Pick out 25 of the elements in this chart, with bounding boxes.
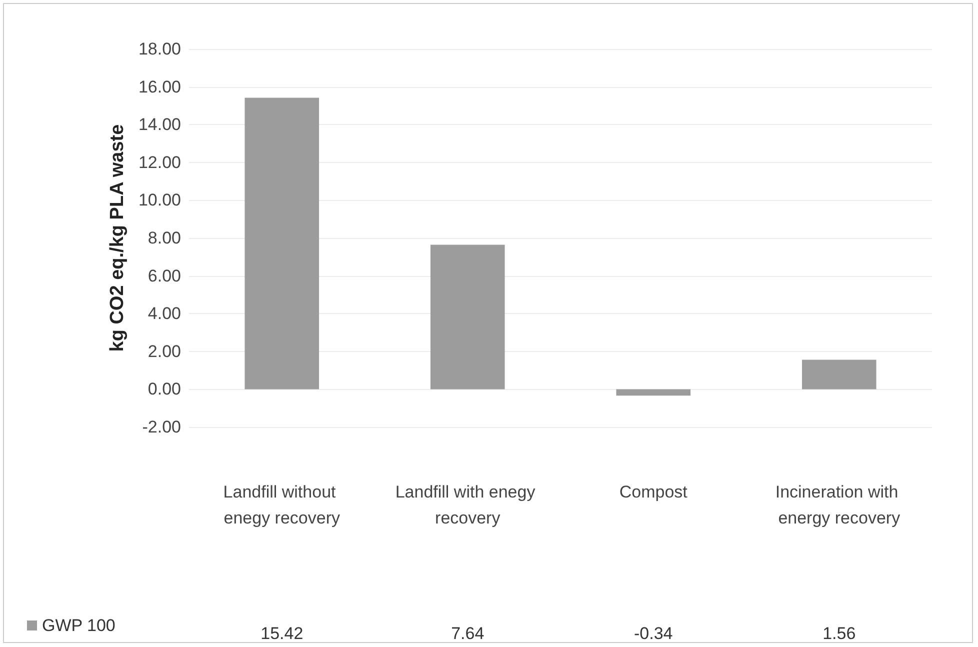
y-tick-label: 16.00	[138, 77, 181, 96]
x-tick-label: Compost	[619, 482, 688, 502]
x-tick-label: Incineration with energy recovery	[775, 482, 903, 528]
legend-label: GWP 100	[42, 616, 116, 635]
y-tick-label: -2.00	[142, 418, 181, 436]
x-tick-label: Landfill with enegy recovery	[395, 482, 540, 528]
y-tick-label: 8.00	[148, 228, 181, 248]
y-tick-label: 6.00	[148, 266, 181, 286]
bar	[616, 389, 691, 396]
bar	[430, 244, 505, 390]
y-tick-label: 0.00	[148, 380, 181, 399]
y-tick-label: 4.00	[148, 304, 181, 324]
y-tick-label: 2.00	[148, 342, 181, 361]
bar	[802, 360, 876, 390]
data-label: 1.56	[822, 624, 856, 643]
y-tick-label: 12.00	[138, 152, 181, 172]
bar	[244, 98, 320, 390]
x-tick-label: Landfill without enegy recovery	[223, 482, 340, 528]
y-tick-label: 18.00	[138, 40, 181, 58]
y-tick-label: 14.00	[138, 115, 181, 134]
data-label: 7.64	[451, 624, 484, 643]
y-tick-label: 10.00	[138, 190, 181, 210]
y-axis-title: kg CO2 eq./kg PLA waste	[107, 124, 128, 352]
data-label: -0.34	[634, 624, 673, 643]
data-label: 15.42	[260, 624, 304, 643]
